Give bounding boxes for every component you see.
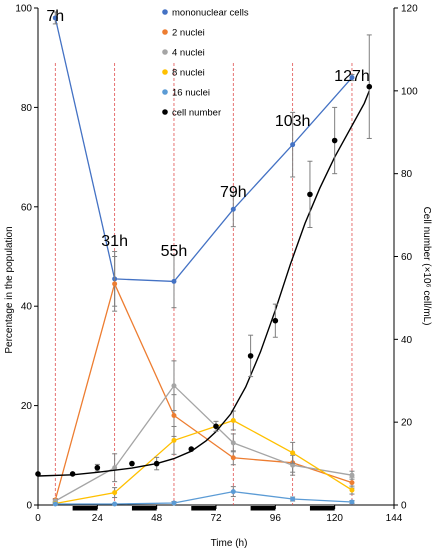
- y-tick-label-right: 20: [401, 418, 413, 429]
- dark-period-bar: [131, 506, 157, 511]
- x-tick-label: 72: [210, 513, 222, 524]
- data-point: [272, 317, 279, 324]
- legend-marker: [162, 109, 168, 115]
- data-point: [290, 142, 296, 148]
- data-point: [349, 472, 355, 478]
- data-point: [153, 460, 160, 467]
- series-line: [55, 419, 353, 505]
- data-point: [171, 383, 177, 389]
- data-point: [129, 460, 135, 467]
- y-tick-label-left: 100: [15, 4, 32, 15]
- y-axis-label-left: Percentage in the population: [4, 226, 15, 353]
- x-tick-label: 48: [151, 513, 163, 524]
- data-point: [112, 281, 118, 287]
- data-point: [35, 471, 41, 477]
- series-4-nuclei: [52, 360, 355, 504]
- y-tick-label-left: 40: [21, 302, 33, 313]
- series-line: [54, 281, 353, 501]
- y-tick-label-right: 0: [401, 501, 407, 512]
- time-annotation: 127h: [334, 68, 370, 85]
- y-tick-label-left: 60: [21, 202, 33, 213]
- data-point: [171, 413, 177, 419]
- plot-area: 0 20 40 60 80 100 0 20 40 60 80 100 120 0 24 48 72 96 120 1…: [15, 4, 418, 525]
- data-point: [230, 455, 236, 461]
- data-point: [349, 480, 355, 486]
- data-point: [112, 465, 118, 471]
- x-tick-label: 120: [326, 513, 343, 524]
- y-axis-label-right: Cell number (×10⁶ cell/mL): [421, 207, 432, 326]
- data-point: [366, 83, 373, 90]
- legend-marker: [162, 89, 168, 95]
- legend-marker: [162, 9, 168, 15]
- data-point: [69, 471, 76, 477]
- dark-period-bar: [250, 506, 276, 511]
- legend-marker: [162, 69, 168, 75]
- data-point: [307, 191, 313, 198]
- data-point: [112, 501, 118, 507]
- series-line: [54, 17, 353, 283]
- series-8-nuclei: [52, 410, 355, 507]
- legend-label: 2 nuclei: [172, 28, 205, 39]
- data-point: [230, 206, 236, 212]
- data-point: [349, 487, 355, 493]
- data-point: [331, 137, 338, 144]
- legend-marker: [162, 29, 168, 35]
- x-tick-label: 24: [92, 513, 104, 524]
- legend-label: cell number: [172, 108, 221, 119]
- data-point: [213, 423, 219, 430]
- time-annotation: 7h: [46, 8, 64, 25]
- data-point: [94, 464, 101, 471]
- y-tick-label-left: 20: [21, 401, 33, 412]
- y-tick-label-left: 80: [21, 103, 33, 114]
- legend-label: 8 nuclei: [172, 68, 205, 79]
- data-point: [230, 440, 236, 446]
- data-point: [290, 462, 296, 468]
- data-point: [52, 15, 58, 21]
- time-annotation: 103h: [275, 113, 311, 130]
- series-line: [55, 490, 353, 505]
- time-annotation: 55h: [161, 243, 188, 260]
- x-tick-label: 96: [270, 513, 282, 524]
- y-tick-label-right: 40: [401, 335, 413, 346]
- y-tick-label-right: 120: [401, 4, 418, 15]
- cell-number-fit-curve: [37, 90, 370, 477]
- data-point: [171, 437, 177, 443]
- x-axis-label: Time (h): [211, 538, 248, 549]
- legend-marker: [162, 49, 168, 55]
- x-tick-label: 144: [386, 513, 403, 524]
- data-point: [349, 499, 355, 505]
- y-tick-label-right: 100: [401, 86, 418, 97]
- data-point: [230, 418, 236, 424]
- x-tick-label: 0: [35, 513, 41, 524]
- series-line: [54, 384, 353, 502]
- data-point: [230, 489, 236, 495]
- legend-label: 4 nuclei: [172, 48, 205, 59]
- dark-period-bar: [309, 506, 335, 511]
- data-point: [247, 353, 254, 359]
- legend-label: mononuclear cells: [172, 8, 249, 19]
- dark-period-bar: [72, 506, 98, 511]
- series-cell-number: [35, 34, 373, 477]
- legend-label: 16 nuclei: [172, 88, 210, 99]
- data-point: [188, 446, 195, 452]
- series-16-nuclei: [52, 486, 355, 507]
- y-tick-label-right: 80: [401, 169, 413, 180]
- data-point: [171, 500, 177, 506]
- data-point: [290, 496, 296, 502]
- y-tick-label-left: 0: [26, 501, 32, 512]
- dark-period-bar: [191, 506, 216, 511]
- data-point: [171, 278, 177, 284]
- time-annotation: 31h: [101, 233, 128, 250]
- time-annotation: 79h: [220, 184, 247, 201]
- data-point: [112, 490, 118, 496]
- data-point: [349, 75, 355, 81]
- y-tick-label-right: 60: [401, 252, 413, 263]
- data-point: [52, 501, 58, 507]
- data-point: [290, 450, 296, 456]
